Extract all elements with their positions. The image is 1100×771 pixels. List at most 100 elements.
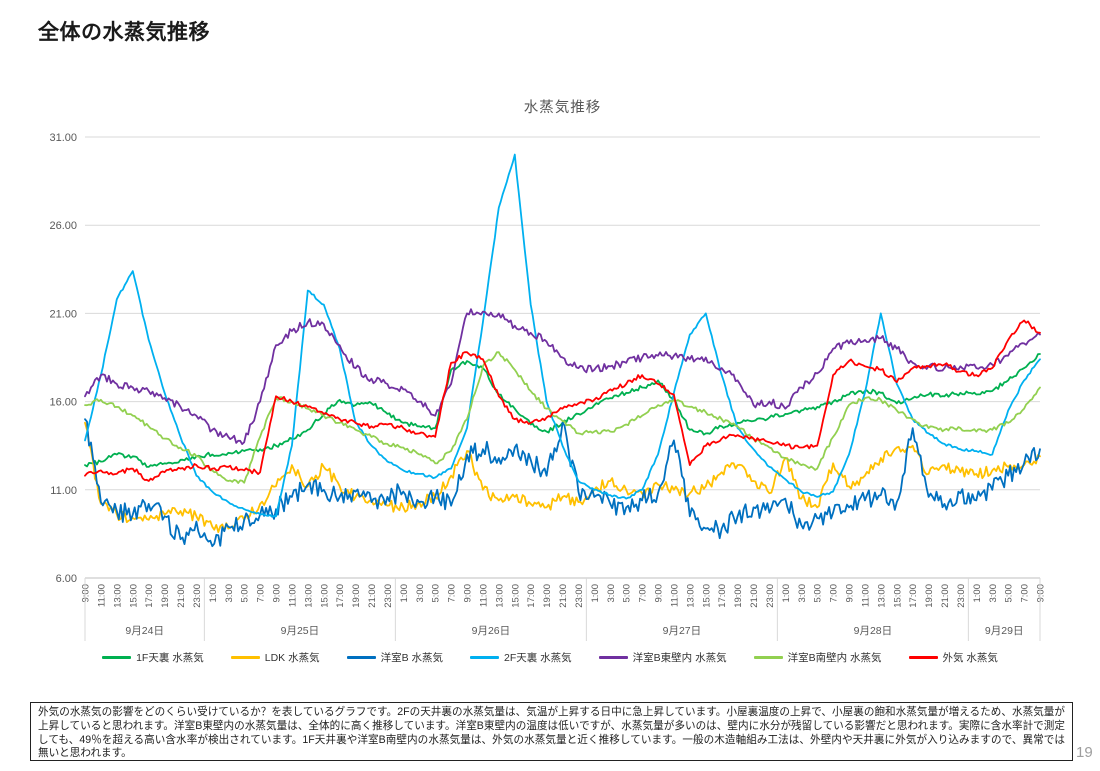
x-axis-tick-label: 7:00 bbox=[638, 584, 649, 603]
x-axis-tick-label: 7:00 bbox=[256, 584, 267, 603]
legend-label: 洋室B 水蒸気 bbox=[380, 652, 443, 664]
x-axis-tick-label: 17:00 bbox=[908, 584, 919, 608]
x-axis-tick-label: 11:00 bbox=[96, 584, 107, 607]
x-axis-tick-label: 21:00 bbox=[749, 584, 760, 608]
legend-item-6: 外気 水蒸気 bbox=[908, 650, 998, 665]
page-number: 19 bbox=[1076, 744, 1093, 761]
legend-item-2: 洋室B 水蒸気 bbox=[346, 650, 443, 665]
legend-item-0: 1F天裏 水蒸気 bbox=[102, 650, 204, 665]
legend-line-swatch bbox=[598, 656, 628, 659]
x-axis-tick-label: 3:00 bbox=[224, 584, 235, 603]
x-axis-tick-label: 17:00 bbox=[526, 584, 537, 608]
x-axis-tick-label: 11:00 bbox=[860, 584, 871, 607]
legend-item-5: 洋室B南壁内 水蒸気 bbox=[753, 650, 882, 665]
x-axis-tick-label: 7:00 bbox=[829, 584, 840, 603]
series-line-3 bbox=[84, 153, 1041, 518]
day-label: 9月25日 bbox=[281, 625, 320, 637]
x-axis-tick-label: 9:00 bbox=[1036, 584, 1047, 603]
x-axis-tick-label: 15:00 bbox=[128, 584, 139, 608]
x-axis-tick-label: 19:00 bbox=[160, 584, 171, 608]
x-axis-tick-label: 3:00 bbox=[415, 584, 426, 603]
x-axis-tick-label: 23:00 bbox=[574, 584, 585, 608]
x-axis-tick-label: 9:00 bbox=[845, 584, 856, 603]
x-axis-tick-label: 13:00 bbox=[876, 584, 887, 608]
x-axis-tick-label: 1:00 bbox=[781, 584, 792, 603]
x-axis-tick-label: 9:00 bbox=[463, 584, 474, 603]
x-axis-tick-label: 5:00 bbox=[813, 584, 824, 603]
series-line-2 bbox=[84, 418, 1041, 548]
legend-line-swatch bbox=[753, 656, 783, 659]
chart-legend: 1F天裏 水蒸気 LDK 水蒸気 洋室B 水蒸気 2F天裏 水蒸気 洋室B東壁内 水蒸気… bbox=[0, 650, 1100, 665]
x-axis-tick-label: 3:00 bbox=[797, 584, 808, 603]
day-label: 9月24日 bbox=[125, 625, 164, 637]
x-axis-tick-label: 15:00 bbox=[892, 584, 903, 608]
x-axis-tick-label: 13:00 bbox=[112, 584, 123, 608]
legend-label: 外気 水蒸気 bbox=[942, 652, 998, 664]
legend-label: 洋室B東壁内 水蒸気 bbox=[632, 652, 727, 664]
x-axis-tick-label: 1:00 bbox=[399, 584, 410, 603]
series-line-5 bbox=[84, 351, 1041, 484]
legend-line-swatch bbox=[346, 656, 376, 659]
y-axis-tick-label: 31.00 bbox=[49, 132, 77, 144]
x-axis-tick-label: 21:00 bbox=[176, 584, 187, 608]
y-axis-tick-label: 16.00 bbox=[49, 397, 77, 409]
day-label: 9月27日 bbox=[663, 625, 702, 637]
legend-item-1: LDK 水蒸気 bbox=[230, 650, 320, 665]
slide-title: 全体の水蒸気推移 bbox=[38, 21, 210, 44]
legend-line-swatch bbox=[470, 656, 499, 659]
x-axis-tick-label: 9:00 bbox=[272, 584, 283, 603]
x-axis-tick-label: 13:00 bbox=[685, 584, 696, 608]
y-axis-tick-label: 11.00 bbox=[50, 485, 77, 497]
legend-item-3: 2F天裏 水蒸気 bbox=[470, 650, 572, 665]
x-axis-tick-label: 11:00 bbox=[287, 584, 298, 607]
x-axis-tick-label: 1:00 bbox=[972, 584, 983, 603]
day-label: 9月28日 bbox=[854, 625, 893, 637]
x-axis-tick-label: 1:00 bbox=[590, 584, 601, 603]
y-axis-tick-label: 26.00 bbox=[49, 220, 77, 232]
x-axis-tick-label: 15:00 bbox=[701, 584, 712, 608]
day-label: 9月26日 bbox=[472, 625, 511, 637]
legend-line-swatch bbox=[908, 656, 938, 659]
x-axis-tick-label: 5:00 bbox=[431, 584, 442, 603]
x-axis-tick-label: 23:00 bbox=[192, 584, 203, 608]
x-axis-tick-label: 17:00 bbox=[335, 584, 346, 608]
x-axis-tick-label: 19:00 bbox=[924, 584, 935, 608]
x-axis-tick-label: 19:00 bbox=[351, 584, 362, 608]
y-axis-tick-label: 21.00 bbox=[49, 308, 77, 320]
legend-line-swatch bbox=[230, 656, 260, 659]
x-axis-tick-label: 3:00 bbox=[606, 584, 617, 603]
x-axis-tick-label: 5:00 bbox=[240, 584, 251, 603]
legend-label: 2F天裏 水蒸気 bbox=[504, 652, 572, 664]
x-axis-tick-label: 13:00 bbox=[303, 584, 314, 608]
legend-line-swatch bbox=[102, 656, 132, 659]
legend-label: 洋室B南壁内 水蒸気 bbox=[787, 652, 882, 664]
series-line-4 bbox=[84, 308, 1041, 446]
note-box: 外気の水蒸気の影響をどのくらい受けているか？を表しているグラフです。2Fの天井裏… bbox=[30, 702, 1073, 761]
x-axis-tick-label: 5:00 bbox=[1004, 584, 1015, 603]
x-axis-tick-label: 21:00 bbox=[367, 584, 378, 608]
x-axis-tick-label: 15:00 bbox=[510, 584, 521, 608]
series-line-6 bbox=[84, 319, 1041, 482]
x-axis-tick-label: 17:00 bbox=[717, 584, 728, 608]
legend-label: LDK 水蒸気 bbox=[264, 652, 320, 664]
x-axis-tick-label: 13:00 bbox=[494, 584, 505, 608]
x-axis-tick-label: 21:00 bbox=[940, 584, 951, 608]
x-axis-tick-label: 23:00 bbox=[765, 584, 776, 608]
legend-label: 1F天裏 水蒸気 bbox=[136, 652, 204, 664]
x-axis-tick-label: 9:00 bbox=[81, 584, 92, 603]
x-axis-tick-label: 15:00 bbox=[319, 584, 330, 608]
y-axis-tick-label: 6.00 bbox=[56, 573, 77, 585]
x-axis-tick-label: 11:00 bbox=[478, 584, 489, 607]
x-axis-tick-label: 21:00 bbox=[558, 584, 569, 608]
x-axis-tick-label: 7:00 bbox=[1020, 584, 1031, 603]
chart-svg: 31.00 26.00 21.00 16.00 11.00 6.00 9:00 11:00 13… bbox=[49, 132, 1047, 641]
x-axis-tick-label: 5:00 bbox=[622, 584, 633, 603]
day-label: 9月29日 bbox=[985, 625, 1024, 637]
x-axis-tick-label: 17:00 bbox=[144, 584, 155, 608]
legend-item-4: 洋室B東壁内 水蒸気 bbox=[598, 650, 727, 665]
note-text: 外気の水蒸気の影響をどのくらい受けているか？を表しているグラフです。2Fの天井裏… bbox=[38, 706, 1065, 760]
x-axis-tick-label: 1:00 bbox=[208, 584, 219, 603]
x-axis-tick-label: 11:00 bbox=[669, 584, 680, 607]
x-axis-tick-label: 23:00 bbox=[956, 584, 967, 608]
